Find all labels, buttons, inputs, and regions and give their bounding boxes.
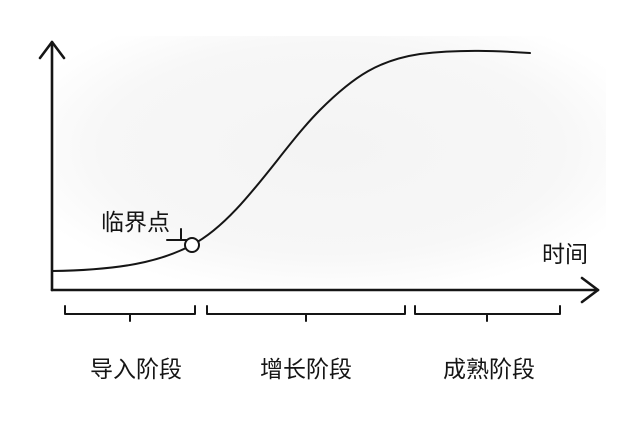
x-axis-label: 时间 [542,242,588,268]
threshold-point-marker [184,237,200,253]
stage-bracket-maturity [414,305,561,322]
stage-label-maturity: 成熟阶段 [443,357,535,383]
stage-label-growth: 增长阶段 [260,357,352,383]
threshold-label: 临界点 [101,210,170,236]
plot-background [56,36,606,286]
threshold-leader-mark [166,228,190,241]
stage-bracket-growth [206,305,406,322]
x-axis-arrow-icon [580,276,600,304]
stage-bracket-introduction [64,305,196,322]
stage-label-introduction: 导入阶段 [90,357,182,383]
y-axis-arrow-icon [38,40,66,60]
growth-s-curve [51,49,531,272]
